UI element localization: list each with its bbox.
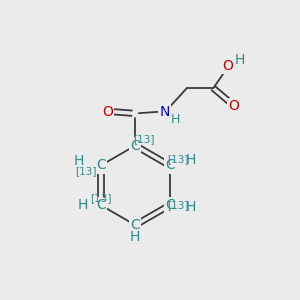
Text: [13]: [13] — [167, 154, 189, 165]
Text: H: H — [77, 198, 88, 212]
Text: O: O — [229, 99, 239, 113]
Text: H: H — [235, 53, 245, 67]
Text: H: H — [74, 154, 84, 168]
Text: C: C — [130, 218, 140, 232]
Text: C: C — [96, 158, 106, 172]
Text: O: O — [102, 105, 113, 119]
Text: C: C — [165, 158, 175, 172]
Text: O: O — [223, 59, 233, 73]
Text: C: C — [165, 198, 175, 212]
Text: [13]: [13] — [90, 193, 112, 203]
Text: N: N — [160, 105, 170, 119]
Text: [13]: [13] — [133, 134, 154, 144]
Text: [13]: [13] — [167, 200, 189, 210]
Text: H: H — [170, 112, 180, 126]
Text: H: H — [186, 200, 196, 214]
Text: H: H — [130, 230, 140, 244]
Text: C: C — [96, 198, 106, 212]
Text: [13]: [13] — [75, 166, 96, 176]
Text: H: H — [186, 153, 196, 166]
Text: C: C — [130, 139, 140, 153]
